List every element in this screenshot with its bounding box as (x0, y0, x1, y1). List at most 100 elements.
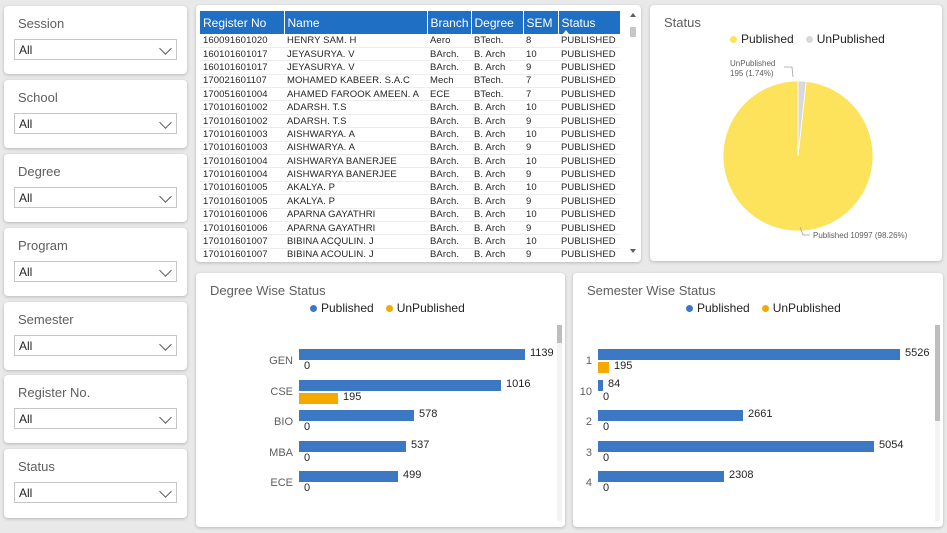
table-cell: JEYASURYA. V (284, 47, 427, 62)
degree-bar-chart[interactable]: GEN 1139 0 CSE 1016 195 BIO 578 0 MBA 537 0 ECE 499 0 (196, 273, 565, 527)
semester-dropdown[interactable]: All (14, 335, 177, 356)
table-cell: ADARSH. T.S (284, 114, 427, 129)
semester-chart-scroll-thumb[interactable] (935, 325, 940, 421)
table-row[interactable]: 170051601004 AHAMED FAROOK AMEEN. A ECE BTe… (200, 87, 620, 102)
table-cell: BArch. (427, 234, 471, 249)
semester-chart-card: Semester Wise Status Published UnPublish… (573, 273, 943, 527)
degree-chart-scroll-track[interactable] (557, 325, 562, 521)
table-row[interactable]: 160101601017 JEYASURYA. V BArch. B. Arch 9 PU… (200, 60, 620, 75)
table-row[interactable]: 170101601004 AISHWARYA BANERJEE BArch. B. A… (200, 154, 620, 169)
table-cell: 170101601002 (200, 114, 284, 129)
session-dropdown[interactable]: All (14, 39, 177, 60)
register-no-dropdown[interactable]: All (14, 408, 177, 429)
bar-published[interactable] (598, 440, 874, 452)
table-cell: BArch. (427, 141, 471, 156)
bar-published[interactable] (299, 440, 406, 452)
dropdown-value: All (19, 43, 33, 57)
slicer-register-no: Register No. All (4, 375, 187, 443)
table-cell: B. Arch (471, 154, 523, 169)
table-row[interactable]: 170101601005 AKALYA. P BArch. B. Arch 10 PUBL… (200, 181, 620, 196)
table-row[interactable]: 170101601002 ADARSH. T.S BArch. B. Arch 9 PUB… (200, 114, 620, 129)
bar-published[interactable] (299, 379, 501, 391)
bar-published[interactable] (598, 379, 603, 391)
bar-unpublished[interactable] (598, 362, 609, 373)
table-cell: 170101601002 (200, 100, 284, 115)
chevron-down-icon (159, 42, 172, 55)
table-cell: JEYASURYA. V (284, 60, 427, 75)
column-header-status[interactable]: Status (558, 11, 620, 34)
degree-legend: Published UnPublished (310, 301, 465, 315)
dropdown-value: All (19, 339, 33, 353)
table-cell: BArch. (427, 100, 471, 115)
column-header-label: SEM (526, 15, 553, 30)
column-header-label: Degree (474, 15, 514, 30)
table-cell: 160091601020 (200, 34, 284, 48)
bar-published[interactable] (598, 471, 724, 482)
legend-dot-published (730, 35, 737, 43)
legend-label-unpublished: UnPublished (396, 301, 465, 315)
data-label: 5054 (879, 438, 904, 451)
column-header-degree[interactable]: Degree (471, 11, 524, 34)
table-row[interactable]: 170101601003 AISHWARYA. A BArch. B. Arch 9 PU… (200, 141, 620, 156)
pie-slice-unpublished[interactable] (797, 80, 807, 157)
table-row[interactable]: 170021601107 MOHAMED KABEER. S.A.C Mech BTe… (200, 74, 620, 89)
table-cell: MOHAMED KABEER. S.A.C (284, 74, 427, 89)
bar-published[interactable] (299, 349, 525, 360)
table-row[interactable]: 170101601006 APARNA GAYATHRI BArch. B. Arch… (200, 208, 620, 222)
published-leader-line (799, 226, 810, 236)
table-cell: AKALYA. P (284, 194, 427, 209)
table-cell: APARNA GAYATHRI (284, 221, 427, 236)
unpublished-leader-line (784, 66, 794, 78)
bar-published[interactable] (598, 349, 900, 360)
table-row[interactable]: 170101601004 AISHWARYA BANERJEE BArch. B. A… (200, 167, 620, 182)
table-row[interactable]: 170101601007 BIBINA ACQULIN. J BArch. B. Ar… (200, 234, 620, 249)
degree-dropdown[interactable]: All (14, 187, 177, 208)
data-label: 537 (411, 438, 430, 451)
table-row[interactable]: 170101601002 ADARSH. T.S BArch. B. Arch 10 PU… (200, 100, 620, 115)
table-row[interactable]: 170101601005 AKALYA. P BArch. B. Arch 9 PUBLI… (200, 194, 620, 209)
bar-published[interactable] (299, 471, 398, 482)
table-row[interactable]: 160101601017 JEYASURYA. V BArch. B. Arch 10 P… (200, 47, 620, 62)
table-row[interactable]: 160091601020 HENRY SAM. H Aero BTech. 8 PUBLI… (200, 34, 620, 48)
table-cell: 10 (523, 100, 558, 115)
table-cell: PUBLISHED (558, 87, 620, 102)
column-header-register-no[interactable]: Register No (200, 11, 285, 34)
status-dropdown[interactable]: All (14, 482, 177, 503)
bar-published[interactable] (299, 410, 414, 421)
data-label: 84 (608, 377, 621, 390)
chevron-down-icon (159, 264, 172, 277)
bar-unpublished[interactable] (299, 392, 338, 404)
table-row[interactable]: 170101601003 AISHWARYA. A BArch. B. Arch 10 P… (200, 127, 620, 142)
degree-chart-scroll-thumb[interactable] (557, 325, 562, 343)
column-header-branch[interactable]: Branch (427, 11, 472, 34)
slicer-school: School All (4, 80, 187, 148)
category-label: MBA (269, 446, 293, 459)
table-cell: Mech (427, 74, 471, 89)
data-label: 0 (304, 451, 311, 464)
table-cell: B. Arch (471, 221, 523, 236)
column-header-sem[interactable]: SEM (523, 11, 559, 34)
table-row[interactable]: 170101601007 BIBINA ACQULIN. J BArch. B. Ar… (200, 248, 620, 257)
table-row[interactable]: 170101601006 APARNA GAYATHRI BArch. B. Arch… (200, 221, 620, 236)
table-cell: BArch. (427, 208, 471, 222)
data-label: 0 (603, 421, 610, 433)
table-cell: 170101601004 (200, 154, 284, 169)
scroll-thumb[interactable] (630, 27, 636, 37)
table-scrollbar[interactable] (629, 13, 637, 253)
table-cell: 10 (523, 47, 558, 62)
published-label: Published 10997 (98.26%) (813, 231, 908, 240)
register-table[interactable]: Register No Name Branch Degree SEM Status 160… (200, 11, 620, 257)
semester-chart-scroll-track[interactable] (935, 325, 940, 521)
legend-dot-unpublished (805, 35, 813, 43)
legend-dot-unpublished (761, 304, 769, 312)
bar-published[interactable] (598, 410, 743, 421)
school-dropdown[interactable]: All (14, 113, 177, 134)
program-dropdown[interactable]: All (14, 261, 177, 282)
status-pie[interactable] (650, 5, 942, 261)
scroll-down-icon[interactable] (630, 249, 636, 253)
column-header-name[interactable]: Name (284, 11, 428, 34)
semester-bar-chart[interactable]: 1 5526 195 10 84 0 2 2661 0 3 5054 0 4 2308 0 (573, 273, 943, 527)
scroll-up-icon[interactable] (630, 13, 636, 17)
table-cell: BArch. (427, 60, 471, 75)
dropdown-value: All (19, 486, 33, 500)
